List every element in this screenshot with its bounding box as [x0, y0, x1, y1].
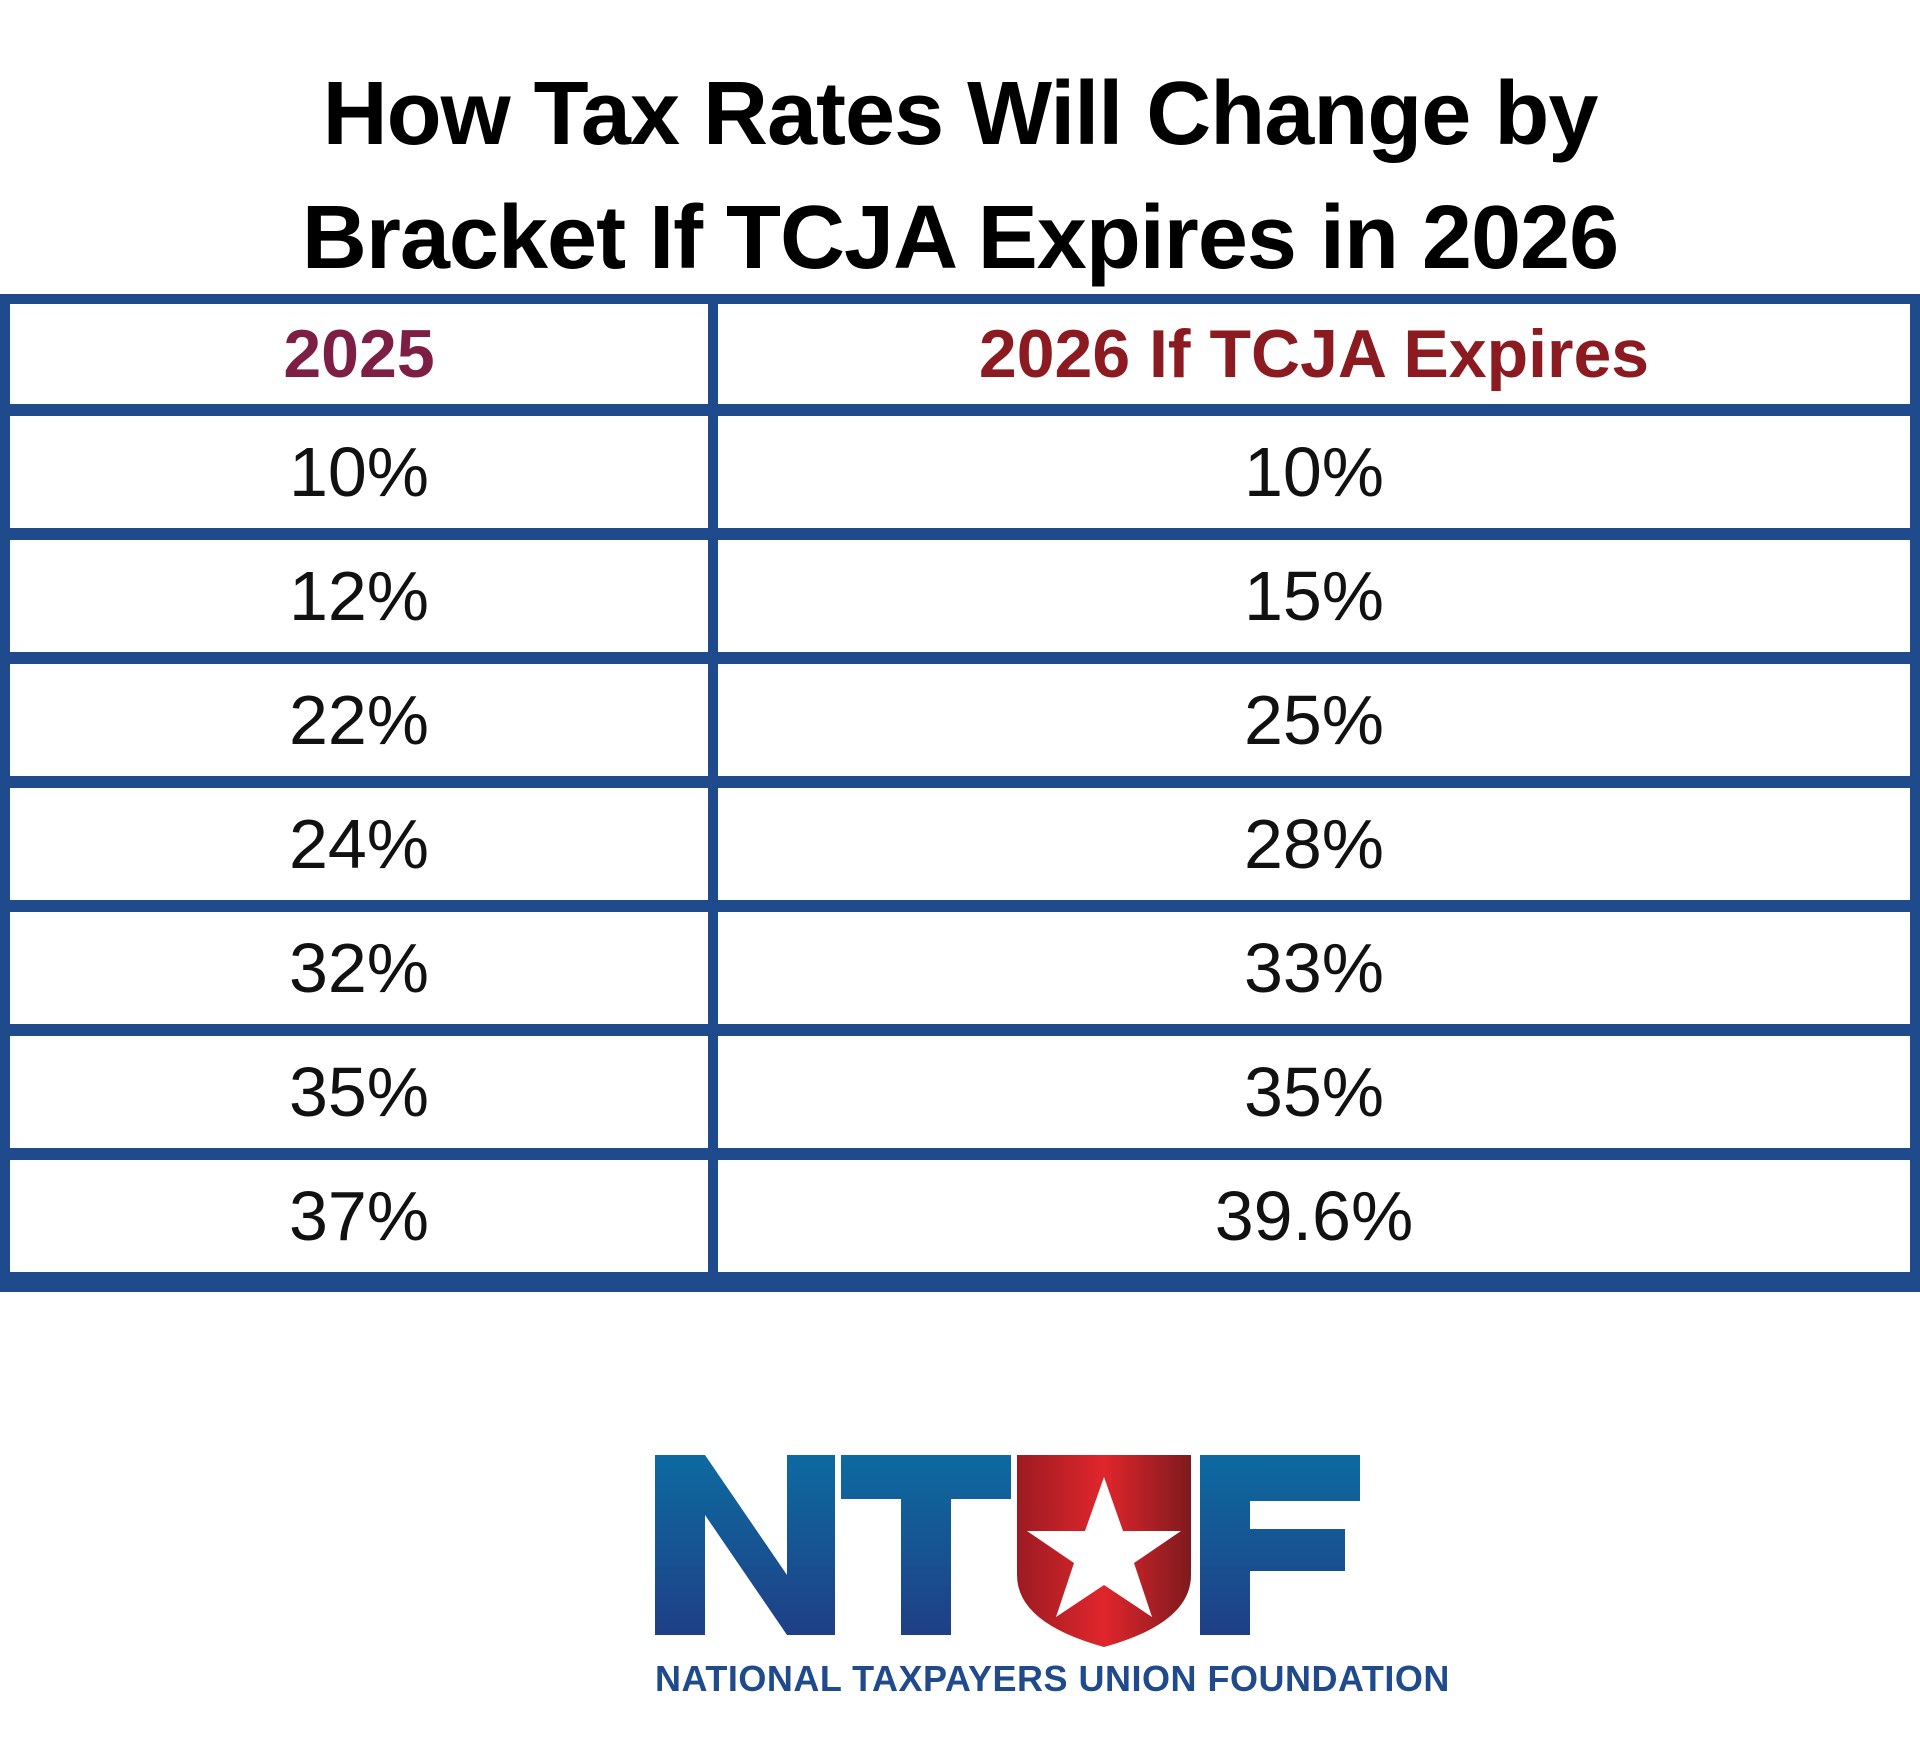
cell-2026-rate: 39.6%	[718, 1160, 1910, 1272]
cell-2025-rate: 37%	[10, 1160, 708, 1272]
star-shield-icon	[1017, 1455, 1191, 1647]
column-header-2025: 2025	[10, 304, 708, 404]
chart-title: How Tax Rates Will Change by Bracket If …	[0, 52, 1920, 300]
logo-letter-t	[841, 1455, 1011, 1635]
cell-2025-rate: 24%	[10, 788, 708, 900]
cell-2026-rate: 15%	[718, 540, 1910, 652]
cell-2025-rate: 22%	[10, 664, 708, 776]
ntuf-logo	[655, 1455, 1360, 1647]
table-grid: 2025 2026 If TCJA Expires 10% 10% 12% 15% 22…	[10, 304, 1910, 1282]
logo-letter-n	[655, 1455, 835, 1635]
cell-2026-rate: 10%	[718, 416, 1910, 528]
cell-2025-rate: 12%	[10, 540, 708, 652]
title-line-2: Bracket If TCJA Expires in 2026	[301, 188, 1619, 288]
column-header-2026: 2026 If TCJA Expires	[718, 304, 1910, 404]
title-line-1: How Tax Rates Will Change by	[322, 64, 1599, 164]
cell-2025-rate: 10%	[10, 416, 708, 528]
cell-2026-rate: 33%	[718, 912, 1910, 1024]
cell-2026-rate: 28%	[718, 788, 1910, 900]
cell-2026-rate: 25%	[718, 664, 1910, 776]
logo-org-name: NATIONAL TAXPAYERS UNION FOUNDATION	[655, 1658, 1450, 1699]
cell-2025-rate: 32%	[10, 912, 708, 1024]
cell-2025-rate: 35%	[10, 1036, 708, 1148]
tax-rate-table: 2025 2026 If TCJA Expires 10% 10% 12% 15% 22…	[0, 294, 1920, 1292]
logo-letter-f	[1200, 1455, 1360, 1635]
cell-2026-rate: 35%	[718, 1036, 1910, 1148]
